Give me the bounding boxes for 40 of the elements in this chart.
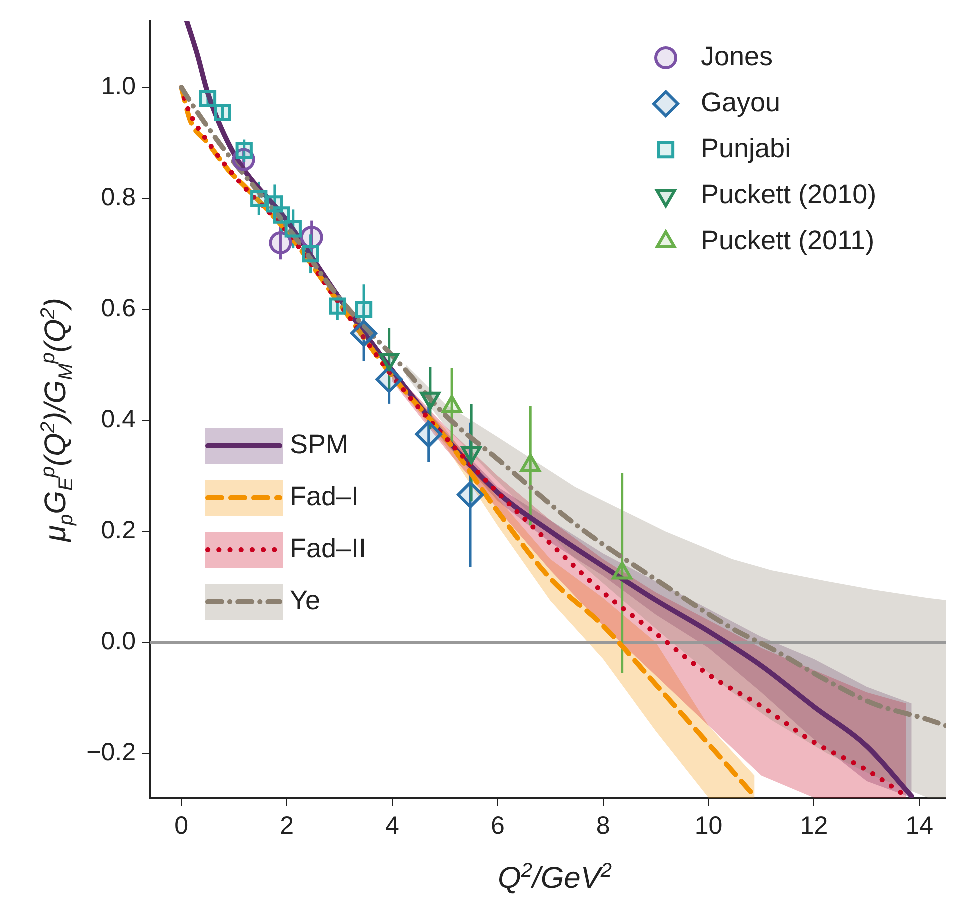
x-tick-label: 6 (490, 812, 505, 840)
x-tick-label: 8 (596, 812, 610, 840)
x-tick-label: 14 (906, 812, 934, 840)
legend-label: Gayou (701, 87, 781, 118)
point (350, 320, 378, 347)
x-tick-label: 2 (280, 812, 294, 840)
legend-label: Punjabi (701, 133, 792, 164)
legend-label: Jones (701, 41, 774, 72)
y-tick-label: 0.8 (101, 183, 136, 212)
point (457, 481, 484, 508)
point (376, 366, 403, 394)
legend-label: Fad–II (290, 533, 367, 564)
legend-label: Ye (290, 585, 321, 616)
x-axis-title: Q$^{2}$/GeV$^{2}$ (498, 860, 612, 896)
y-tick-label: 0.4 (101, 405, 136, 434)
x-tick-label: 10 (694, 812, 723, 840)
legend-label: SPM (290, 429, 349, 460)
y-tick-label: 0.6 (101, 294, 136, 322)
x-tick-label: 4 (386, 812, 400, 840)
y-tick-label: 0.0 (101, 627, 136, 656)
x-tick-label: 12 (800, 812, 828, 840)
point (355, 301, 373, 318)
x-tick-label: 0 (174, 812, 189, 840)
point (199, 90, 217, 108)
point (302, 246, 320, 263)
point (236, 142, 253, 160)
y-tick-label: −0.2 (86, 738, 136, 766)
point (273, 206, 290, 224)
point (329, 298, 346, 315)
point (269, 232, 292, 254)
point (415, 420, 442, 448)
point (250, 190, 268, 208)
y-tick-label: 0.2 (101, 516, 136, 544)
point (300, 226, 324, 249)
legend-label: Puckett (2011) (701, 225, 875, 256)
legend-label: Puckett (2010) (701, 179, 877, 210)
point (284, 220, 302, 238)
y-tick-label: 1.0 (101, 72, 136, 100)
legend-label: Fad–I (290, 481, 360, 512)
point (214, 104, 232, 122)
